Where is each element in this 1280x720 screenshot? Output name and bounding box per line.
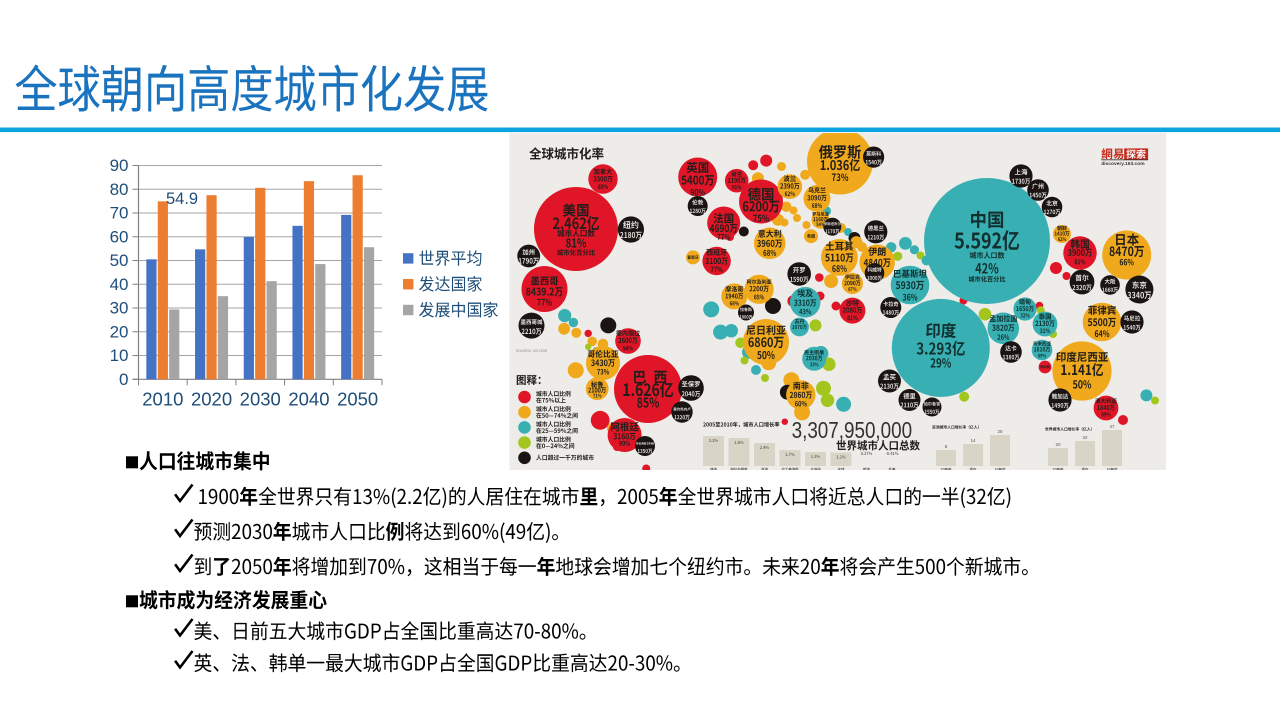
svg-text:2020: 2020 [191,389,232,410]
svg-text:40: 40 [110,275,129,294]
svg-text:25: 25 [997,429,1003,434]
svg-text:47: 47 [1109,424,1115,429]
svg-text:70: 70 [110,204,129,223]
svg-text:2050: 2050 [337,389,378,410]
svg-text:30: 30 [110,299,129,318]
svg-text:8: 8 [945,444,948,449]
svg-text:10: 10 [110,346,129,365]
svg-text:54.9: 54.9 [166,190,198,208]
svg-text:50: 50 [110,251,129,270]
svg-text:20: 20 [110,322,129,341]
svg-text:20: 20 [1055,442,1061,447]
svg-text:0: 0 [119,370,128,389]
svg-text:32: 32 [1082,435,1088,440]
svg-text:SOURCE: UN 2008: SOURCE: UN 2008 [516,349,547,353]
svg-text:3,307,950,000: 3,307,950,000 [792,418,913,443]
svg-text:2040: 2040 [288,389,329,410]
svg-text:60: 60 [110,227,129,246]
svg-text:2010: 2010 [142,389,183,410]
svg-text:2030: 2030 [240,389,281,410]
svg-text:discovery.163.com: discovery.163.com [1101,161,1145,167]
svg-text:14: 14 [970,438,976,443]
svg-text:90: 90 [110,156,129,175]
svg-text:80: 80 [110,180,129,199]
